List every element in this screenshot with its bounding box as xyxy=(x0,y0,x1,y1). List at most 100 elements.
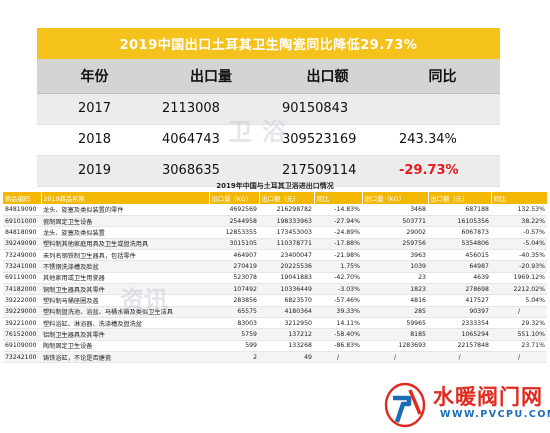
yoy-cell: 243.34% xyxy=(385,124,500,156)
logo-url: WWW.PVCPU.COM xyxy=(440,409,550,420)
import-qty-cell: 29002 xyxy=(362,226,428,239)
summary-title: 2019中国出口土耳其卫生陶瓷同比降低29.73% xyxy=(37,28,500,59)
import-qty-cell: 285 xyxy=(362,306,428,318)
detail-row: 84819090 龙头、旋塞及类似装置的零件 4692569 216298782 -14… xyxy=(3,204,547,216)
import-qty-cell: 259756 xyxy=(362,238,428,250)
amount-cell: 217509114 xyxy=(270,155,385,187)
year-cell: 2018 xyxy=(37,124,152,156)
hs-code-cell: 39221000 xyxy=(3,317,41,330)
detail-header-cell: 2019商品名称 xyxy=(41,192,210,204)
volume-cell: 4064743 xyxy=(152,124,270,156)
detail-header-cell: 进口量（KG） xyxy=(362,192,429,204)
product-name-cell: 不锈钢洗涤槽及脸盆 xyxy=(41,260,209,273)
import-yoy-cell: 132.53% xyxy=(491,204,547,216)
import-value-cell: 22157848 xyxy=(428,340,491,352)
hs-code-cell: 39229000 xyxy=(3,306,41,318)
export-yoy-cell: -27.94% xyxy=(314,215,362,228)
import-value-cell: / xyxy=(428,351,491,364)
detail-row: 69101000 瓷制固定卫生设备 2544958 198333963 -27.94% 5… xyxy=(3,215,547,228)
export-qty-cell: 65575 xyxy=(209,306,259,318)
export-qty-cell: 283856 xyxy=(209,294,259,307)
hs-code-cell: 84819090 xyxy=(3,204,41,216)
product-name-cell: 未列名钢铁制卫生器具，包括零件 xyxy=(41,249,209,262)
logo-emblem-icon xyxy=(384,382,426,428)
hs-code-cell: 84818090 xyxy=(3,226,41,239)
import-value-cell: 456015 xyxy=(428,249,491,262)
export-value-cell: 137212 xyxy=(259,328,314,341)
summary-title-row: 2019中国出口土耳其卫生陶瓷同比降低29.73% xyxy=(37,28,500,59)
detail-header-row: 商品编码 2019商品名称 出口量（KG） 出口额（元） 同比 进口量（KG） 进口额（元）… xyxy=(3,192,548,204)
export-qty-cell: 523078 xyxy=(209,272,259,284)
hs-code-cell: 76152000 xyxy=(3,328,41,341)
export-value-cell: 133268 xyxy=(259,340,314,352)
detail-row: 69109000 陶制固定卫生设备 599 133268 -86.83% 1283693 2… xyxy=(3,340,547,352)
export-qty-cell: 599 xyxy=(209,340,259,352)
export-yoy-cell: -3.03% xyxy=(314,283,362,296)
export-value-cell: 4180364 xyxy=(259,306,314,318)
export-yoy-cell: -24.89% xyxy=(314,226,362,239)
export-value-cell: 110378771 xyxy=(259,238,314,250)
export-yoy-cell: / xyxy=(314,351,362,364)
hs-code-cell: 73242100 xyxy=(3,351,41,364)
import-value-cell: 687188 xyxy=(428,204,491,216)
export-qty-cell: 464907 xyxy=(209,249,259,262)
import-yoy-cell: 5.04% xyxy=(491,294,547,307)
export-yoy-cell: -14.83% xyxy=(314,204,362,216)
export-yoy-cell: -42.70% xyxy=(314,272,362,284)
export-qty-cell: 12853355 xyxy=(209,226,259,239)
import-yoy-cell: -40.35% xyxy=(491,249,547,262)
hs-code-cell: 74182000 xyxy=(3,283,41,296)
export-value-cell: 216298782 xyxy=(259,204,314,216)
import-yoy-cell: -5.04% xyxy=(491,238,547,250)
import-yoy-cell: 551.10% xyxy=(491,328,547,341)
detail-row: 39229000 塑料制盥洗池、浴盆、马桶水箱及类似卫生洁具 65575 418036… xyxy=(3,306,547,318)
import-value-cell: 4639 xyxy=(428,272,491,284)
product-name-cell: 陶制固定卫生设备 xyxy=(41,340,209,352)
summary-header-row: 年份 出口量 出口额 同比 xyxy=(37,59,500,94)
header-amount: 出口额 xyxy=(270,59,385,94)
product-name-cell: 铜制卫生器具及其零件 xyxy=(41,283,209,296)
detail-header-cell: 出口额（元） xyxy=(259,192,315,204)
detail-header-cell: 同比 xyxy=(491,192,548,204)
year-cell: 2019 xyxy=(37,155,152,187)
header-year: 年份 xyxy=(37,59,152,94)
detail-row: 69119000 其他家用或卫生用瓷器 523078 19041883 -42.70% 2… xyxy=(3,272,547,284)
hs-code-cell: 73249000 xyxy=(3,249,41,262)
product-name-cell: 龙头、旋塞及类似装置的零件 xyxy=(41,204,209,216)
export-value-cell: 6823570 xyxy=(259,294,314,307)
import-qty-cell: 3468 xyxy=(362,204,428,216)
detail-row: 76152000 铝制卫生器具及其零件 5759 137212 -58.40% 8185 1… xyxy=(3,328,547,341)
detail-header-cell: 同比 xyxy=(314,192,363,204)
hs-code-cell: 69119000 xyxy=(3,272,41,284)
header-yoy: 同比 xyxy=(385,59,500,94)
export-qty-cell: 2 xyxy=(209,351,259,364)
import-qty-cell: 1823 xyxy=(362,283,428,296)
import-qty-cell: 8185 xyxy=(362,328,428,341)
import-value-cell: 1065294 xyxy=(428,328,491,341)
export-value-cell: 3212950 xyxy=(259,317,314,330)
summary-row: 2018 4064743 309523169 243.34% xyxy=(37,124,500,156)
product-name-cell: 龙头、旋塞及类似装置 xyxy=(41,226,209,239)
export-qty-cell: 3015105 xyxy=(209,238,259,250)
hs-code-cell: 39222000 xyxy=(3,294,41,307)
trade-detail-section: 2019年中国与土耳其卫浴进出口情况 商品编码 2019商品名称 出口量（KG） 出口… xyxy=(3,180,548,364)
export-yoy-cell: -86.83% xyxy=(314,340,362,352)
import-yoy-cell: -20.93% xyxy=(491,260,547,273)
product-name-cell: 塑料制盥洗池、浴盆、马桶水箱及类似卫生洁具 xyxy=(41,306,209,318)
product-name-cell: 铝制卫生器具及其零件 xyxy=(41,328,209,341)
hs-code-cell: 39249090 xyxy=(3,238,41,250)
import-qty-cell: 3963 xyxy=(362,249,428,262)
header-volume: 出口量 xyxy=(152,59,270,94)
hs-code-cell: 69109000 xyxy=(3,340,41,352)
logo-text: 水暖阀门网 xyxy=(433,385,543,409)
import-yoy-cell: 2212.02% xyxy=(491,283,547,296)
site-logo: 水暖阀门网 WWW.PVCPU.COM xyxy=(383,378,550,430)
import-value-cell: 2333354 xyxy=(428,317,491,330)
import-qty-cell: 503771 xyxy=(362,215,428,228)
detail-title: 2019年中国与土耳其卫浴进出口情况 xyxy=(216,182,334,190)
export-qty-cell: 270419 xyxy=(209,260,259,273)
trade-detail-table: 商品编码 2019商品名称 出口量（KG） 出口额（元） 同比 进口量（KG） 进口额（元）… xyxy=(3,192,548,364)
export-value-cell: 173453003 xyxy=(259,226,314,239)
detail-body: 84819090 龙头、旋塞及类似装置的零件 4692569 216298782 -14… xyxy=(3,204,547,364)
export-summary-table: 2019中国出口土耳其卫生陶瓷同比降低29.73% 年份 出口量 出口额 同比 … xyxy=(37,28,500,187)
